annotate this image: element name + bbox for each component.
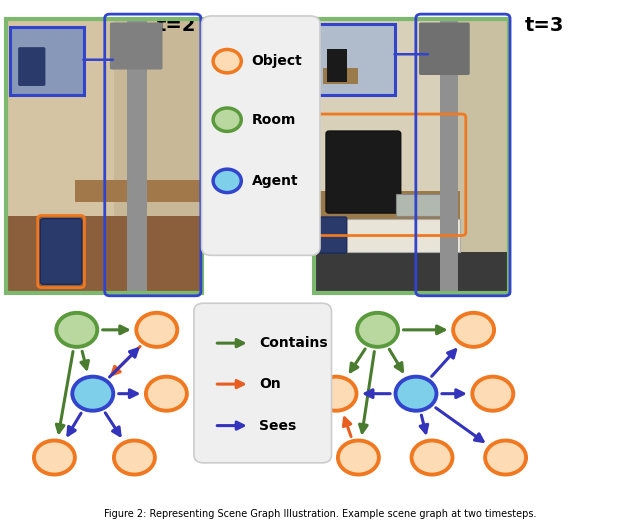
Circle shape bbox=[72, 377, 113, 411]
FancyBboxPatch shape bbox=[110, 22, 163, 70]
Circle shape bbox=[136, 313, 177, 347]
Circle shape bbox=[213, 108, 241, 131]
Text: t=3: t=3 bbox=[525, 16, 564, 35]
FancyBboxPatch shape bbox=[314, 219, 460, 252]
FancyBboxPatch shape bbox=[6, 19, 202, 293]
Polygon shape bbox=[6, 19, 114, 216]
FancyBboxPatch shape bbox=[327, 49, 347, 81]
Circle shape bbox=[485, 440, 526, 475]
FancyBboxPatch shape bbox=[326, 131, 401, 213]
FancyBboxPatch shape bbox=[202, 16, 320, 255]
FancyBboxPatch shape bbox=[440, 19, 458, 293]
FancyBboxPatch shape bbox=[314, 252, 509, 293]
Circle shape bbox=[56, 313, 97, 347]
FancyBboxPatch shape bbox=[317, 24, 395, 95]
FancyBboxPatch shape bbox=[312, 217, 347, 253]
Circle shape bbox=[357, 313, 398, 347]
FancyBboxPatch shape bbox=[10, 27, 84, 95]
FancyBboxPatch shape bbox=[40, 219, 82, 284]
FancyBboxPatch shape bbox=[314, 19, 509, 293]
FancyBboxPatch shape bbox=[194, 303, 332, 463]
FancyBboxPatch shape bbox=[127, 19, 147, 293]
Text: On: On bbox=[259, 377, 281, 391]
Circle shape bbox=[316, 377, 356, 411]
Text: Figure 2: Representing Scene Graph Illustration. Example scene graph at two time: Figure 2: Representing Scene Graph Illus… bbox=[104, 509, 536, 519]
Circle shape bbox=[146, 377, 187, 411]
FancyBboxPatch shape bbox=[314, 191, 460, 224]
FancyBboxPatch shape bbox=[6, 216, 202, 293]
Text: t=2: t=2 bbox=[157, 16, 196, 35]
FancyBboxPatch shape bbox=[396, 194, 451, 216]
Text: Room: Room bbox=[252, 113, 296, 127]
Circle shape bbox=[114, 440, 155, 475]
Circle shape bbox=[396, 377, 436, 411]
Circle shape bbox=[34, 440, 75, 475]
FancyBboxPatch shape bbox=[18, 47, 45, 86]
Text: Object: Object bbox=[252, 54, 302, 68]
Circle shape bbox=[213, 49, 241, 73]
FancyBboxPatch shape bbox=[314, 19, 451, 191]
Text: Contains: Contains bbox=[259, 336, 328, 350]
FancyBboxPatch shape bbox=[323, 68, 358, 85]
Circle shape bbox=[453, 313, 494, 347]
Text: Sees: Sees bbox=[259, 419, 296, 433]
FancyBboxPatch shape bbox=[75, 180, 202, 202]
FancyBboxPatch shape bbox=[419, 22, 470, 75]
Circle shape bbox=[213, 169, 241, 193]
Circle shape bbox=[412, 440, 452, 475]
Text: Agent: Agent bbox=[252, 174, 298, 188]
Circle shape bbox=[472, 377, 513, 411]
Circle shape bbox=[338, 440, 379, 475]
